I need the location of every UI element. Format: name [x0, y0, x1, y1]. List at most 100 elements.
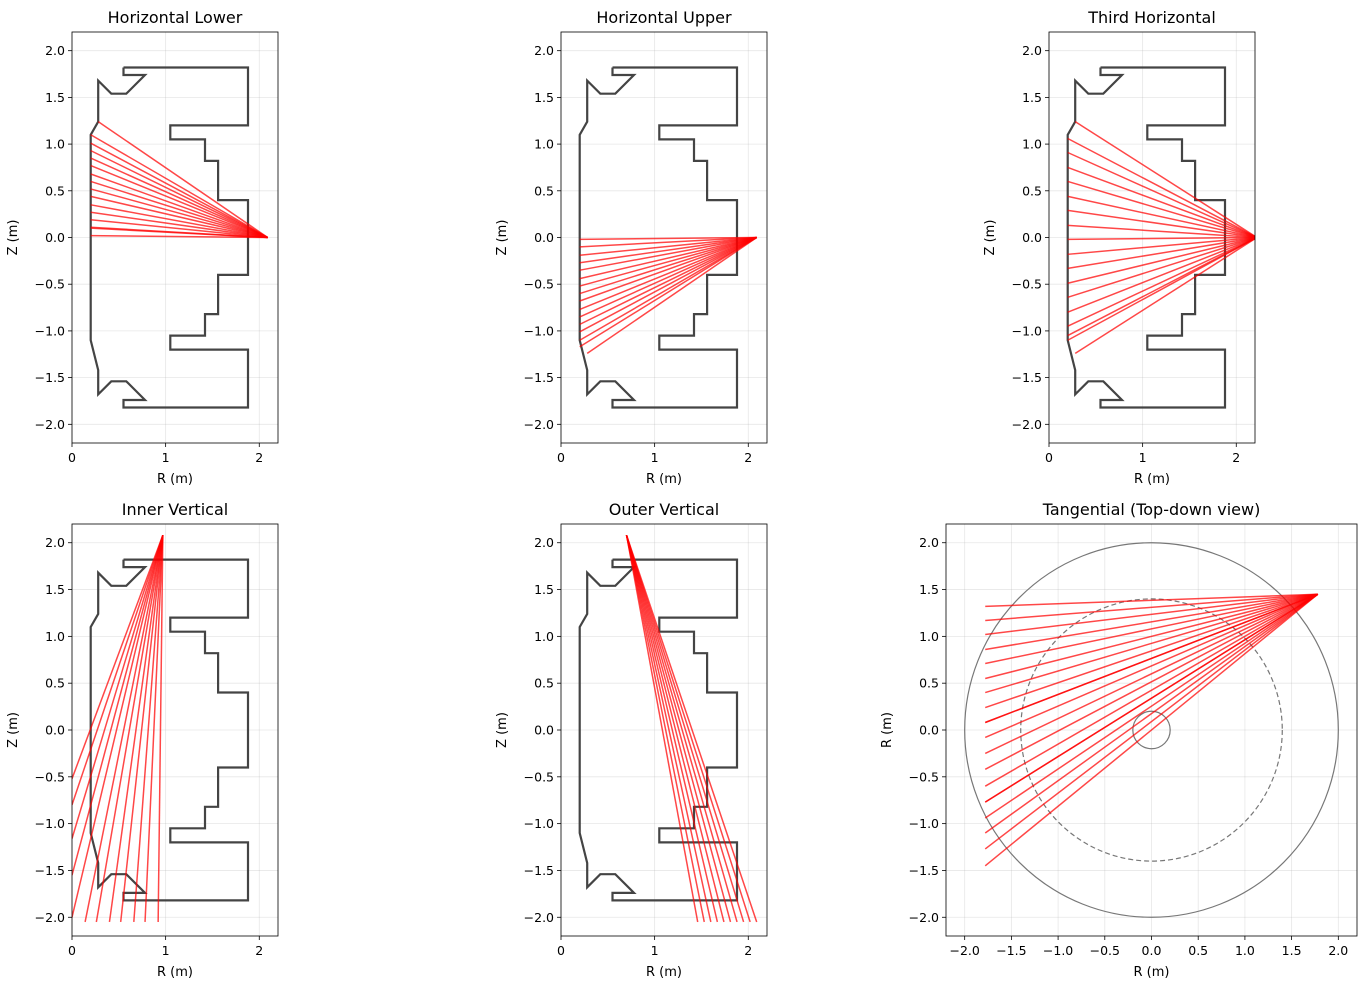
y-tick-label: 0.0: [919, 723, 939, 738]
y-tick-label: −0.5: [524, 769, 554, 784]
sightline: [133, 535, 164, 923]
y-tick-label: −1.0: [909, 816, 939, 831]
x-tick-label: 2: [744, 450, 752, 465]
vessel-outline: [578, 558, 739, 902]
sightline: [625, 535, 725, 923]
sightline-group: [1067, 121, 1255, 354]
y-tick-label: −0.5: [35, 277, 65, 292]
x-axis-label: R (m): [646, 965, 682, 980]
y-tick-label: −1.5: [35, 370, 65, 385]
sightline: [586, 236, 758, 354]
sightline: [90, 204, 268, 239]
plot-area: [89, 66, 269, 409]
sightline: [1067, 237, 1255, 341]
sightline: [625, 535, 705, 923]
y-tick-label: 0.0: [45, 230, 65, 245]
sightline: [579, 236, 758, 326]
sightline: [984, 593, 1319, 850]
sightline: [72, 534, 164, 779]
sightline: [625, 535, 699, 923]
plot-area: [578, 534, 758, 923]
y-tick-label: −1.0: [1012, 323, 1042, 338]
sightline-group: [579, 236, 758, 354]
boundary-circle-1: [964, 542, 1339, 918]
x-tick-label: −2.0: [950, 943, 980, 958]
y-tick-label: −1.0: [35, 816, 65, 831]
y-axis-label: Z (m): [6, 712, 21, 748]
chart-title: Outer Vertical: [609, 500, 719, 519]
sightline: [625, 535, 738, 923]
y-tick-label: 1.0: [534, 137, 554, 152]
sightline: [1067, 137, 1255, 238]
sightline: [984, 593, 1319, 739]
sightline: [985, 593, 1318, 694]
x-tick-label: 1: [651, 943, 659, 958]
x-axis-label: R (m): [1134, 472, 1170, 487]
y-tick-label: −1.5: [524, 863, 554, 878]
sightline: [90, 188, 268, 239]
x-tick-label: 0: [557, 450, 565, 465]
y-tick-label: 1.0: [534, 629, 554, 644]
y-tick-label: 1.5: [45, 582, 65, 597]
sightline: [1067, 224, 1255, 239]
sightline: [579, 236, 757, 256]
sightline: [72, 535, 164, 876]
x-tick-label: 1.0: [1235, 943, 1255, 958]
y-tick-label: 1.0: [45, 629, 65, 644]
x-axis-label: R (m): [1134, 965, 1170, 980]
sightline: [1074, 237, 1255, 354]
chart-panel-5: 0 1 2 2.0 1.5 1.0 0.5 0.0 −0.5 −1.0 −1.5 −2.0 Outer …: [495, 500, 768, 980]
y-tick-label: 1.5: [919, 582, 939, 597]
y-tick-label: 1.5: [534, 582, 554, 597]
x-tick-label: 2: [744, 943, 752, 958]
sightline: [579, 236, 758, 318]
y-tick-label: −1.5: [909, 863, 939, 878]
sightline: [985, 593, 1318, 608]
y-tick-label: −1.0: [524, 323, 554, 338]
plot-area: [72, 534, 250, 923]
y-axis-label: Z (m): [983, 220, 998, 256]
sightline: [72, 534, 164, 806]
y-tick-label: 0.0: [534, 230, 554, 245]
y-tick-label: 0.0: [1022, 230, 1042, 245]
y-tick-label: 1.0: [45, 137, 65, 152]
sightline: [1067, 237, 1255, 298]
sightline: [1067, 195, 1255, 238]
boundary-circle-3: [1132, 710, 1171, 750]
chart-title: Inner Vertical: [122, 500, 228, 519]
sightline: [90, 195, 268, 239]
sightline: [90, 173, 268, 239]
chart-title: Tangential (Top-down view): [1042, 500, 1261, 519]
sightline: [579, 236, 758, 333]
sightline: [579, 236, 757, 248]
sightline-group: [72, 534, 164, 923]
sightline: [72, 535, 164, 839]
sightline: [579, 236, 757, 287]
y-tick-label: −0.5: [35, 769, 65, 784]
x-tick-label: 1: [162, 943, 170, 958]
sightline: [579, 236, 757, 302]
sightline: [90, 211, 268, 239]
y-tick-label: 0.5: [534, 676, 554, 691]
sightline: [1067, 209, 1255, 238]
sightline: [157, 535, 164, 922]
chart-panel-4: 0 1 2 2.0 1.5 1.0 0.5 0.0 −0.5 −1.0 −1.5 −2.0 Inner …: [6, 500, 279, 980]
y-tick-label: 0.5: [1022, 183, 1042, 198]
sightline: [1074, 121, 1255, 238]
sightline: [625, 535, 719, 923]
y-tick-label: −0.5: [524, 277, 554, 292]
sightline: [1067, 180, 1255, 238]
y-axis-label: Z (m): [6, 220, 21, 256]
y-tick-label: 2.0: [919, 535, 939, 550]
chart-title: Horizontal Lower: [108, 8, 243, 27]
y-tick-label: 1.0: [919, 629, 939, 644]
sightline-group: [984, 593, 1319, 867]
vessel-outline: [1066, 66, 1227, 409]
x-tick-label: −1.5: [996, 943, 1026, 958]
y-tick-label: −1.0: [524, 816, 554, 831]
y-tick-label: −2.0: [524, 417, 554, 432]
x-tick-label: 1: [162, 450, 170, 465]
sightline: [1067, 237, 1255, 327]
sightline: [90, 227, 268, 239]
y-tick-label: −1.0: [35, 323, 65, 338]
